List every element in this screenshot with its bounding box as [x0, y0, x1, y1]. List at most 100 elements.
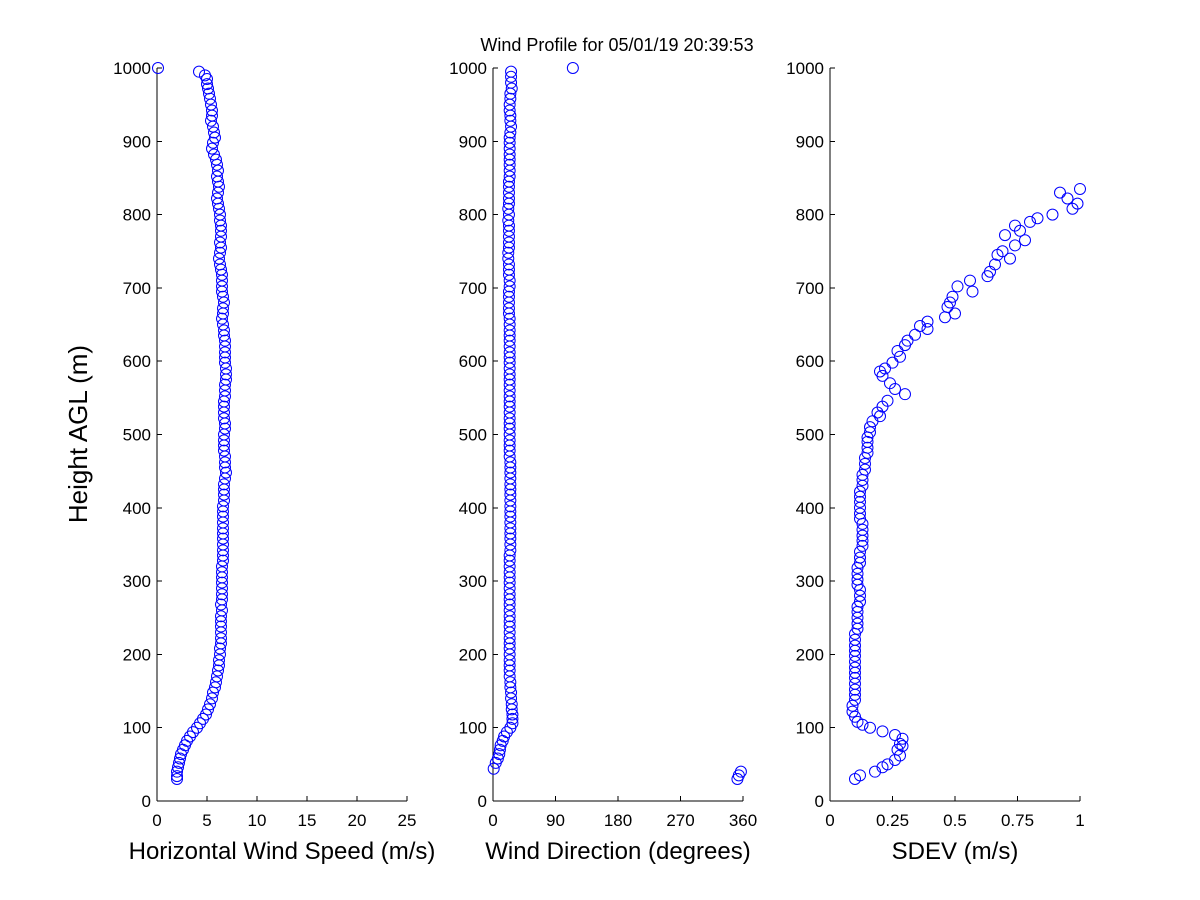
wind-speed-data-point — [217, 544, 229, 557]
wind-direction-data-point — [504, 676, 517, 689]
wind-speed-data-point — [219, 378, 231, 391]
y-axis-title: Height AGL (m) — [63, 345, 93, 523]
wind-direction-y-tick-label: 0 — [478, 792, 487, 811]
wind-speed-data-point — [216, 268, 228, 281]
figure-title: Wind Profile for 05/01/19 20:39:53 — [480, 35, 753, 55]
wind-direction-data-point — [503, 576, 516, 589]
wind-direction-y-tick-label: 900 — [459, 132, 487, 151]
sdev-data-point — [846, 699, 859, 712]
wind-speed-data-point — [217, 510, 229, 523]
sdev-y-tick-label: 600 — [796, 352, 824, 371]
sdev-data-point — [849, 693, 861, 706]
sdev-data-point — [1019, 234, 1031, 247]
wind-speed-data-point — [220, 466, 232, 479]
wind-direction-data-point — [503, 356, 516, 369]
wind-speed-data-point — [214, 214, 226, 227]
wind-speed-data-point — [206, 692, 218, 705]
sdev-y-tick-label: 400 — [796, 499, 824, 518]
wind-direction-data-point — [502, 258, 515, 271]
wind-speed-x-tick-label: 0 — [152, 811, 161, 830]
wind-direction-data-point — [503, 566, 516, 579]
wind-direction-data-point — [504, 126, 517, 139]
sdev-data-point — [894, 350, 906, 363]
sdev-y-tick-label: 300 — [796, 572, 824, 591]
wind-speed-x-tick-label: 5 — [202, 811, 211, 830]
wind-speed-x-tick-label: 10 — [248, 811, 267, 830]
sdev-data-point — [981, 270, 994, 283]
wind-speed-data-point — [204, 698, 216, 711]
wind-direction-data-point — [503, 312, 516, 325]
sdev-data-point — [1031, 212, 1044, 225]
wind-direction-y-tick-label: 100 — [459, 719, 487, 738]
sdev-data-point — [1074, 182, 1086, 195]
wind-direction-x-tick-label: 360 — [729, 811, 757, 830]
wind-speed-data-point — [213, 202, 225, 215]
wind-direction-data-point — [734, 765, 747, 778]
wind-speed-data-point — [215, 620, 227, 633]
wind-speed-y-tick-label: 100 — [123, 719, 151, 738]
sdev-data-point — [876, 761, 889, 774]
wind-direction-data-point — [502, 202, 515, 215]
sdev-data-point — [856, 539, 869, 552]
wind-direction-data-point — [502, 180, 515, 193]
wind-direction-data-point — [494, 739, 507, 752]
wind-direction-data-point — [487, 762, 500, 775]
wind-direction-x-tick-label: 270 — [666, 811, 694, 830]
wind-direction-data-point — [502, 268, 515, 281]
sdev-data-point — [856, 534, 869, 547]
wind-direction-data-point — [503, 664, 516, 677]
sdev-data-point — [1009, 239, 1021, 252]
wind-direction-y-tick-label: 1000 — [449, 59, 487, 78]
wind-direction-data-point — [504, 522, 517, 535]
wind-speed-data-point — [213, 180, 225, 193]
wind-speed-data-point — [215, 610, 227, 623]
wind-speed-data-point — [216, 588, 228, 601]
sdev-data-point — [849, 773, 861, 786]
wind-speed-data-point — [208, 126, 220, 139]
wind-speed-data-point — [174, 752, 186, 765]
wind-speed-data-point — [206, 142, 218, 155]
wind-speed-y-tick-label: 300 — [123, 572, 151, 591]
wind-speed-x-tick-label: 15 — [298, 811, 317, 830]
wind-direction-x-axis-title: Wind Direction (degrees) — [485, 838, 750, 865]
wind-direction-data-point — [503, 654, 516, 667]
sdev-data-point — [854, 589, 866, 602]
wind-direction-y-tick-label: 800 — [459, 206, 487, 225]
wind-direction-data-point — [504, 510, 517, 523]
wind-speed-data-point — [212, 664, 224, 677]
wind-speed-data-point — [218, 412, 230, 425]
wind-speed-x-axis-title: Horizontal Wind Speed (m/s) — [129, 838, 436, 865]
sdev-data-point — [1014, 224, 1026, 237]
wind-direction-data-point — [493, 748, 506, 761]
sdev-data-point — [851, 605, 864, 618]
sdev-data-point — [849, 688, 861, 701]
wind-speed-data-point — [218, 324, 230, 337]
sdev-data-point — [849, 671, 861, 684]
wind-speed-data-point — [213, 654, 225, 667]
wind-direction-data-point — [503, 422, 516, 435]
wind-speed-y-tick-label: 800 — [123, 206, 151, 225]
wind-speed-data-point — [191, 721, 203, 734]
wind-speed-data-point — [209, 681, 221, 694]
sdev-x-tick-label: 0.75 — [1001, 811, 1034, 830]
wind-direction-data-point — [502, 192, 515, 205]
wind-direction-data-point — [504, 544, 517, 557]
sdev-data-point — [876, 369, 889, 382]
sdev-data-point — [849, 649, 861, 662]
wind-speed-data-point — [216, 312, 228, 325]
wind-speed-data-point — [193, 65, 205, 78]
sdev-data-point — [949, 307, 961, 320]
wind-direction-data-point — [503, 346, 516, 359]
sdev-data-point — [891, 344, 904, 357]
wind-speed-data-point — [211, 158, 223, 171]
wind-speed-data-point — [172, 761, 184, 774]
sdev-x-tick-label: 1 — [1075, 811, 1084, 830]
wind-speed-data-point — [152, 62, 164, 74]
sdev-y-tick-label: 900 — [796, 132, 824, 151]
wind-direction-data-point — [502, 290, 515, 303]
wind-direction-y-tick-label: 400 — [459, 499, 487, 518]
wind-direction-data-point — [504, 478, 517, 491]
wind-speed-data-point — [217, 532, 229, 545]
sdev-data-point — [849, 639, 861, 652]
sdev-data-point — [856, 479, 869, 492]
